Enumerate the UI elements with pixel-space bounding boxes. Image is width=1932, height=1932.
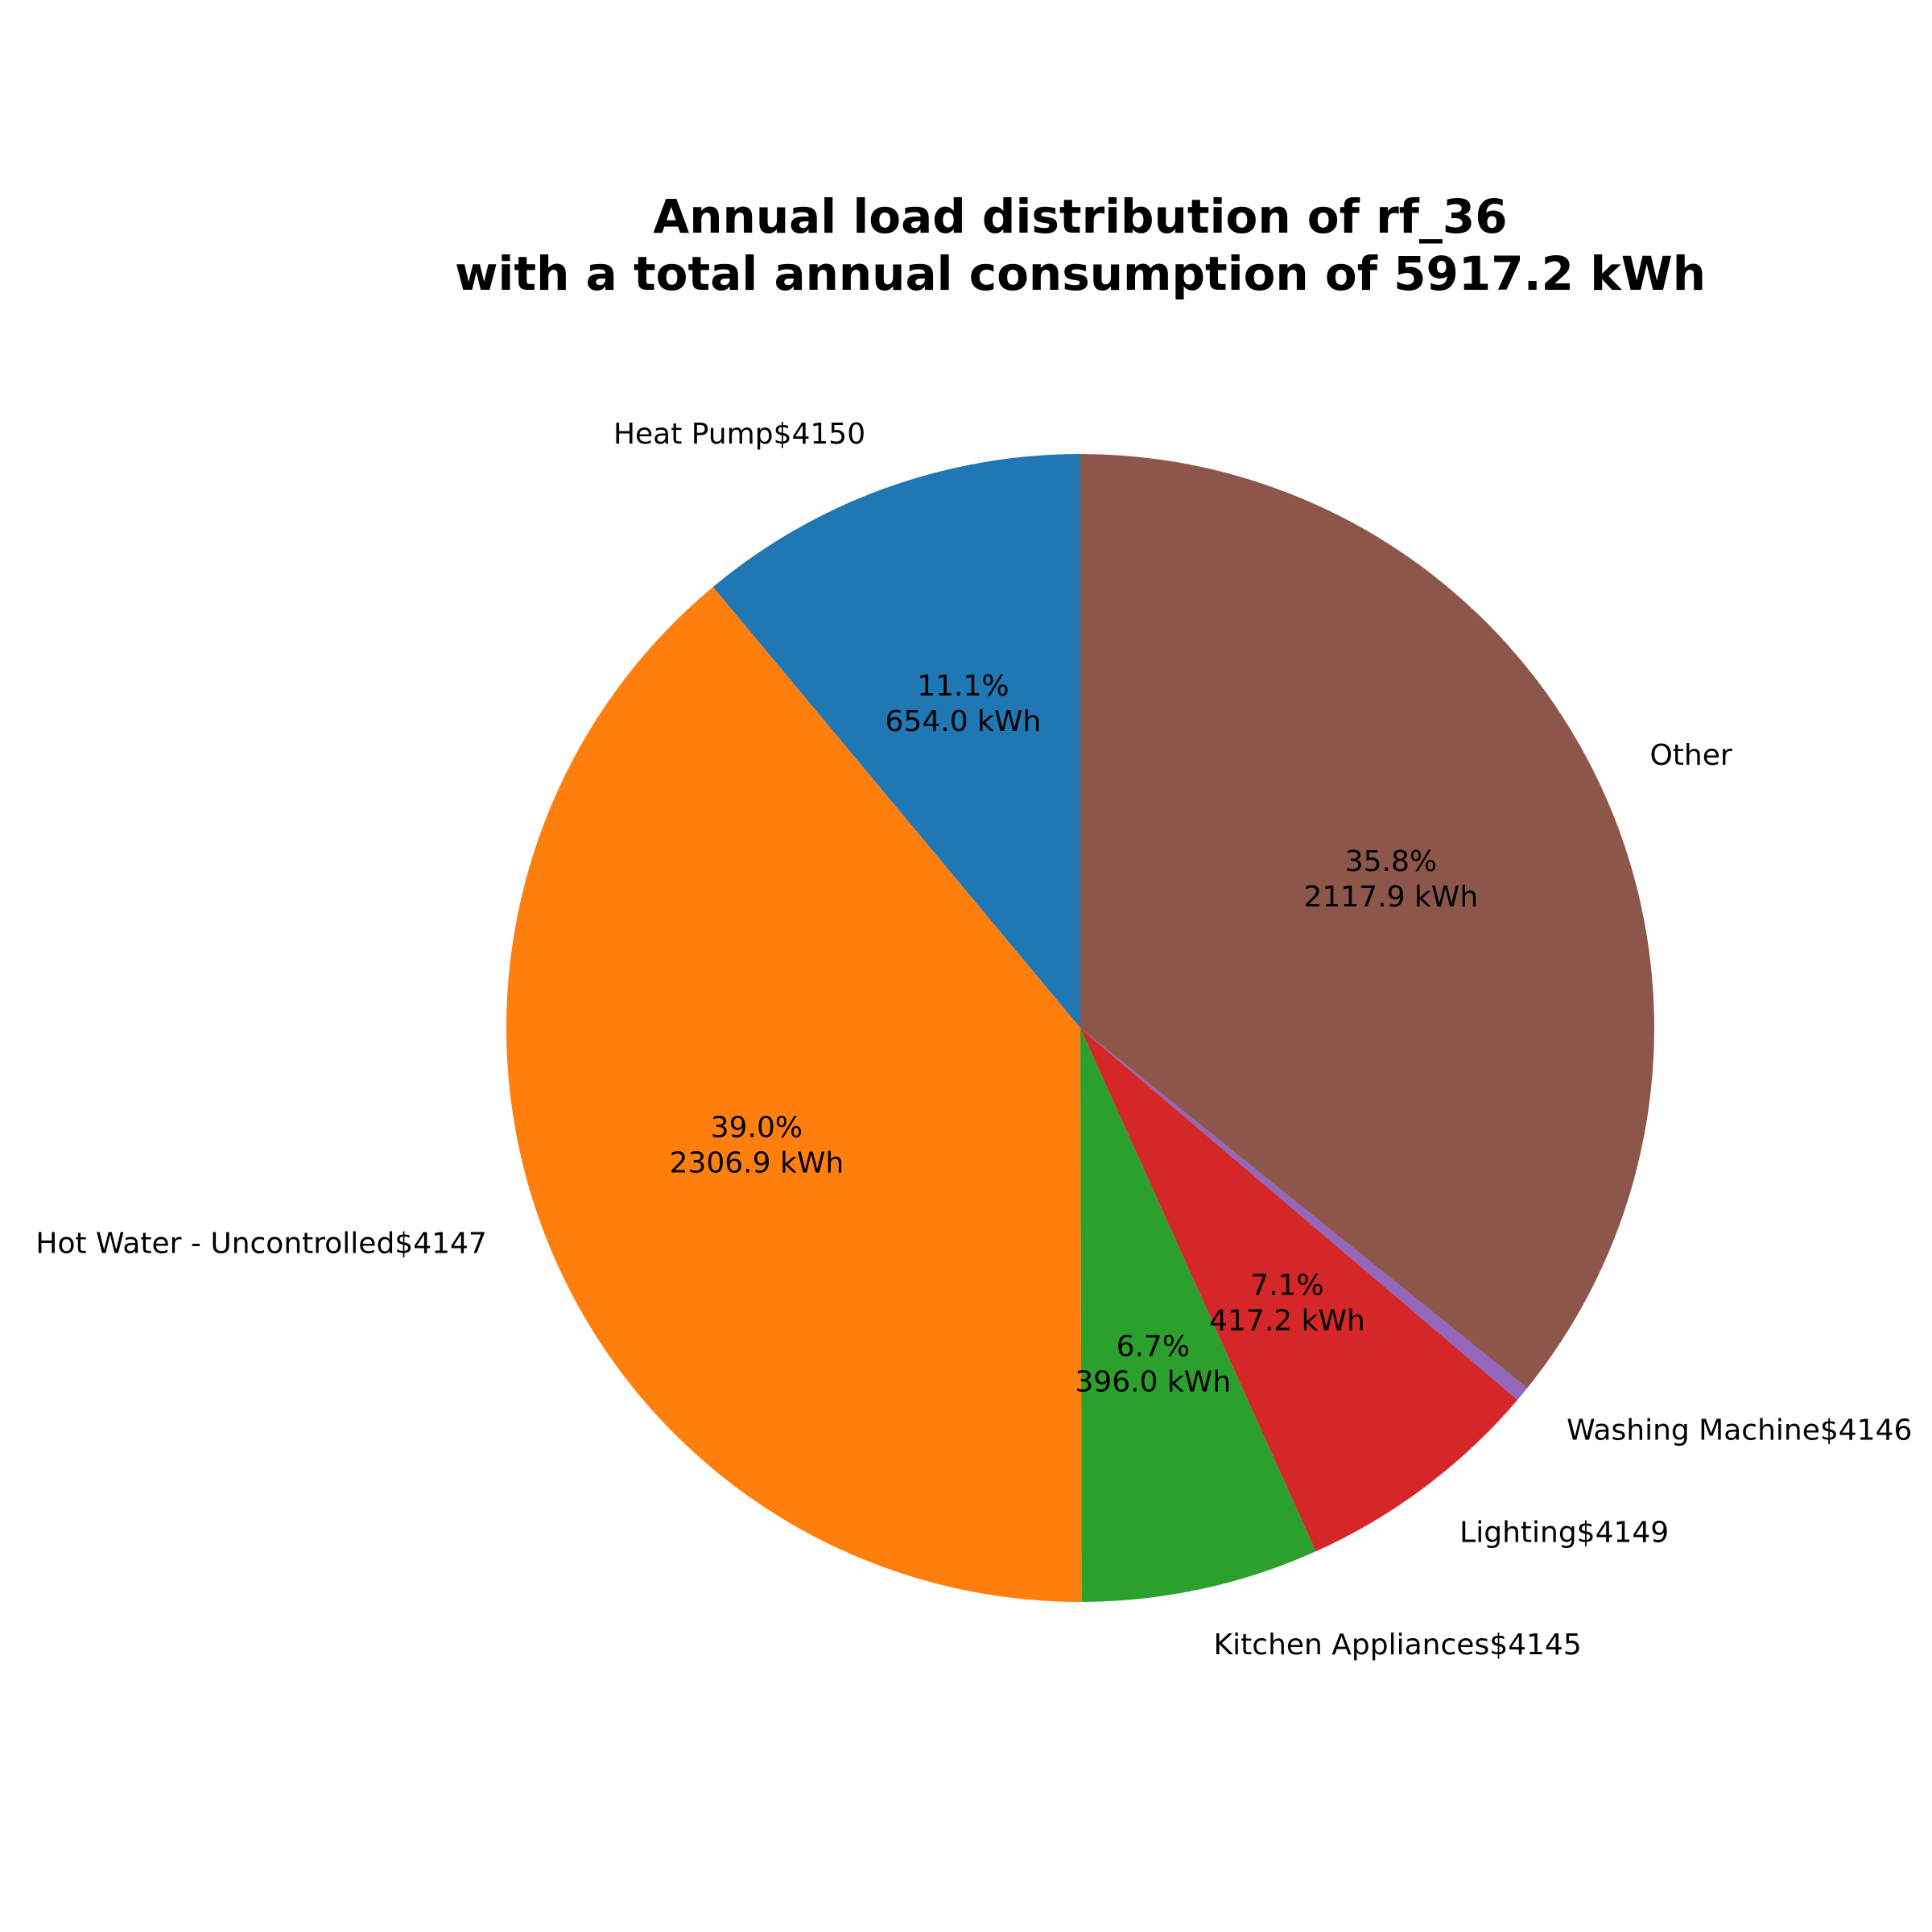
slice-percent-kitchen-appliances: 6.7% — [1117, 1331, 1190, 1364]
slice-percent-other: 35.8% — [1345, 845, 1437, 878]
pie-slice-kitchen-appliances — [1080, 1028, 1316, 1602]
slice-kwh-other: 2117.9 kWh — [1304, 881, 1479, 914]
slice-kwh-lighting: 417.2 kWh — [1209, 1304, 1365, 1337]
slice-percent-heat-pump: 11.1% — [917, 670, 1009, 703]
slice-percent-hot-water-uncontrolled: 39.0% — [711, 1112, 803, 1145]
pie-slice-other — [1080, 454, 1654, 1389]
slice-kwh-heat-pump: 654.0 kWh — [886, 705, 1042, 738]
slice-label-kitchen-appliances: Kitchen Appliances$4145 — [1214, 1629, 1582, 1662]
pie-slice-hot-water-uncontrolled — [506, 587, 1082, 1603]
slice-label-hot-water-uncontrolled: Hot Water - Uncontrolled$4147 — [35, 1227, 486, 1260]
chart-title-line-1: Annual load distribution of rf_36 — [653, 189, 1507, 244]
pie-slice-heat-pump — [712, 454, 1080, 1028]
pie-slice-washing-machine — [1080, 1028, 1528, 1400]
slice-percent-lighting: 7.1% — [1250, 1269, 1323, 1302]
slice-label-heat-pump: Heat Pump$4150 — [613, 418, 865, 451]
slice-label-other: Other — [1649, 739, 1732, 772]
pie-slice-lighting — [1080, 1028, 1518, 1552]
slice-label-lighting: Lighting$4149 — [1459, 1516, 1669, 1549]
slice-label-washing-machine: Washing Machine$4146 — [1567, 1414, 1912, 1447]
pie-labels: Heat Pump$4150 11.1%654.0 kWh Hot Water - … — [35, 418, 1912, 1662]
chart-title-line-2: with a total annual consumption of 5917.… — [455, 246, 1706, 301]
slice-kwh-hot-water-uncontrolled: 2306.9 kWh — [670, 1147, 844, 1180]
slice-kwh-kitchen-appliances: 396.0 kWh — [1075, 1366, 1231, 1399]
pie-slices — [506, 454, 1654, 1603]
